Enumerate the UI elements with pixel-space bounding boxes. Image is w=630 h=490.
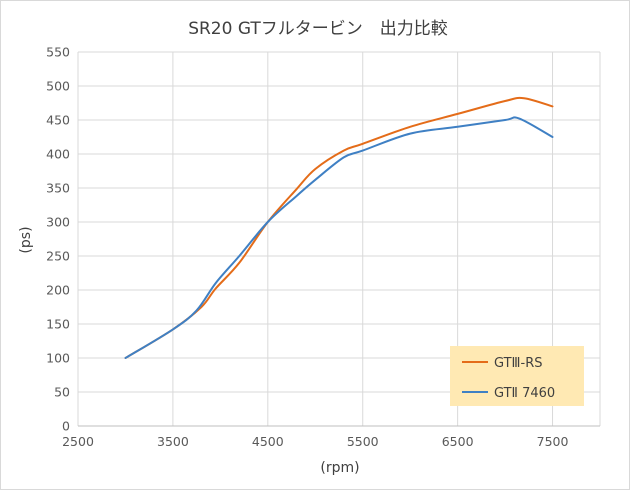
- legend: GTⅢ-RS GTⅡ 7460: [450, 346, 584, 406]
- series-lines: [124, 96, 554, 359]
- series-line: [124, 96, 554, 359]
- x-tick-label: 7500: [537, 434, 569, 449]
- y-tick-label: 0: [62, 419, 70, 434]
- y-tick-label: 150: [46, 317, 70, 332]
- y-tick-label: 550: [46, 45, 70, 60]
- x-axis-title: (rpm): [320, 460, 359, 476]
- x-tick-label: 3500: [157, 434, 189, 449]
- y-tick-label: 100: [46, 351, 70, 366]
- y-tick-label: 300: [46, 215, 70, 230]
- x-tick-label: 4500: [252, 434, 284, 449]
- x-tick-label: 5500: [347, 434, 379, 449]
- legend-label: GTⅡ 7460: [494, 386, 555, 401]
- axes: 0 50 100 150 200 250 300 350 400 450 500 550 2500 350…: [46, 45, 600, 449]
- y-tick-label: 50: [54, 385, 70, 400]
- y-tick-label: 200: [46, 283, 70, 298]
- y-tick-label: 450: [46, 113, 70, 128]
- series-line: [124, 116, 554, 359]
- y-tick-label: 500: [46, 79, 70, 94]
- chart-title: SR20 GTフルタービン 出力比較: [188, 19, 448, 39]
- y-tick-label: 350: [46, 181, 70, 196]
- y-tick-label: 400: [46, 147, 70, 162]
- x-tick-label: 2500: [62, 434, 94, 449]
- legend-label: GTⅢ-RS: [494, 356, 543, 371]
- y-tick-label: 250: [46, 249, 70, 264]
- x-tick-label: 6500: [442, 434, 474, 449]
- y-axis-title: (ps): [18, 226, 34, 253]
- legend-box: [450, 346, 584, 406]
